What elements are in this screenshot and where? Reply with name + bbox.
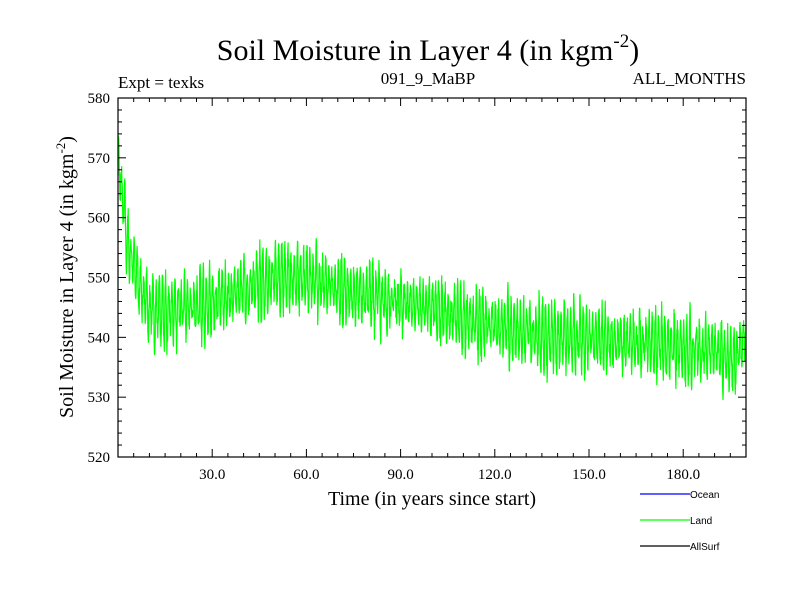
y-tick-label: 550 <box>88 271 111 287</box>
y-tick-label: 520 <box>88 450 111 466</box>
axis-layer: 30.0 60.0 90.0 120.0 150.0 180.0 520 530 540 550 5… <box>88 91 747 483</box>
y-tick-label: 540 <box>88 330 111 346</box>
x-tick-label: 60.0 <box>293 467 319 483</box>
x-tick-label: 30.0 <box>199 467 225 483</box>
y-tick-label: 580 <box>88 91 111 107</box>
legend-land-label: Land <box>690 516 712 527</box>
series-land-line <box>117 135 747 401</box>
legend: Ocean Land AllSurf <box>640 490 720 553</box>
subtitle-left: Expt = texks <box>118 73 204 92</box>
x-tick-label: 90.0 <box>387 467 413 483</box>
x-axis-label: Time (in years since start) <box>328 488 536 510</box>
legend-ocean-label: Ocean <box>690 490 719 501</box>
x-tick-label: 150.0 <box>572 467 606 483</box>
y-tick-label: 560 <box>88 211 111 227</box>
series-layer <box>117 135 747 401</box>
subtitle-center: 091_9_MaBP <box>381 69 475 88</box>
chart-title: Soil Moisture in Layer 4 (in kgm-2) <box>217 31 639 67</box>
y-tick-label: 570 <box>88 151 111 167</box>
x-tick-label: 120.0 <box>478 467 512 483</box>
legend-allsurf-label: AllSurf <box>690 542 720 553</box>
y-tick-label: 530 <box>88 390 111 406</box>
x-tick-label: 180.0 <box>666 467 700 483</box>
y-axis-label: Soil Moisture in Layer 4 (in kgm-2) <box>53 136 78 418</box>
subtitle-right: ALL_MONTHS <box>633 69 746 88</box>
